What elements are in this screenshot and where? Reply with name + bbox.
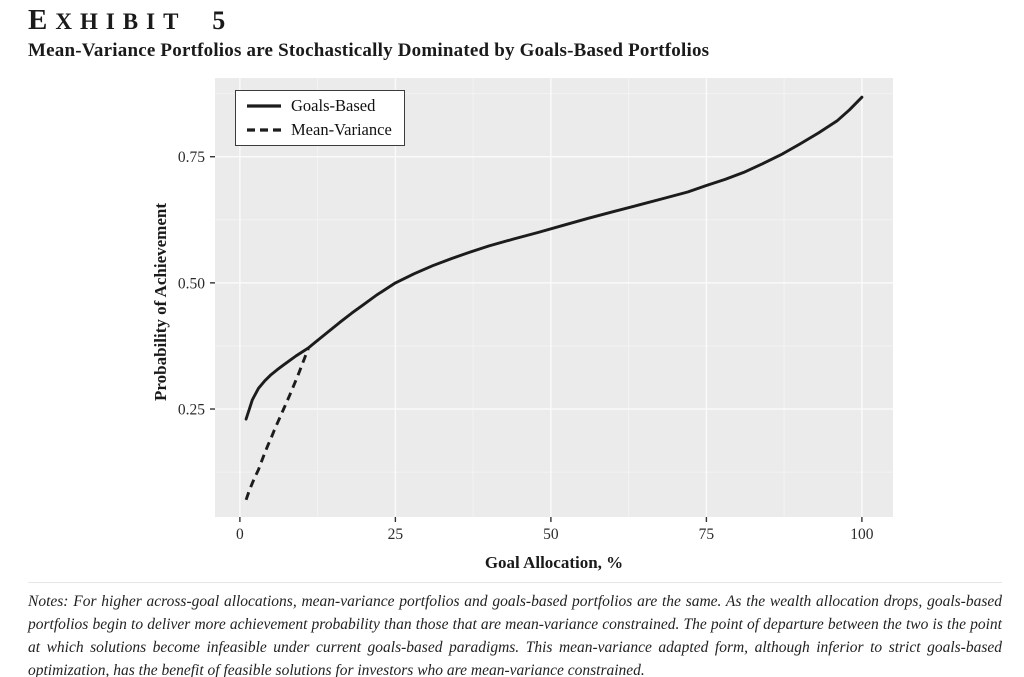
chart-legend: Goals-Based Mean-Variance	[235, 90, 405, 146]
legend-label: Goals-Based	[291, 96, 376, 115]
exhibit-word: EXHIBIT	[28, 4, 187, 36]
panel-background	[215, 78, 893, 517]
x-tick-label: 100	[850, 526, 874, 543]
chart-canvas: 0 25 50 75 100 0.25 0.50 0.75 Goal Allocation, …	[151, 78, 893, 572]
figure-title: Mean-Variance Portfolios are Stochastica…	[28, 40, 710, 61]
series-line-goals-based	[244, 95, 864, 421]
exhibit-label: EXHIBIT 5	[28, 4, 709, 37]
figure-notes: Notes: For higher across-goal allocation…	[28, 582, 1002, 677]
x-tick-label: 50	[543, 526, 559, 543]
y-tick-label: 0.50	[178, 275, 205, 292]
solid-line-sample-icon	[247, 104, 281, 108]
figure-header: EXHIBIT 5 Mean-Variance Portfolios are S…	[28, 4, 709, 62]
y-tick-label: 0.75	[178, 149, 205, 166]
dashed-line-sample-icon	[247, 128, 281, 132]
x-axis-title: Goal Allocation, %	[485, 553, 623, 572]
legend-label: Mean-Variance	[291, 119, 392, 139]
chart: 0 25 50 75 100 0.25 0.50 0.75 Goal Allocation, …	[0, 70, 1024, 575]
legend-item-mean-variance: Mean-Variance	[246, 119, 392, 139]
series-line-mean-variance	[244, 347, 310, 501]
x-tick-label: 25	[388, 526, 404, 543]
plot-area: 0 25 50 75 100 0.25 0.50 0.75	[178, 78, 893, 543]
y-axis-title: Probability of Achievement	[151, 203, 170, 401]
x-tick-label: 0	[236, 526, 244, 543]
legend-item-goals-based: Goals-Based	[246, 96, 392, 115]
x-tick-label: 75	[699, 526, 715, 543]
exhibit-number: 5	[212, 6, 226, 35]
y-tick-label: 0.25	[178, 402, 205, 419]
